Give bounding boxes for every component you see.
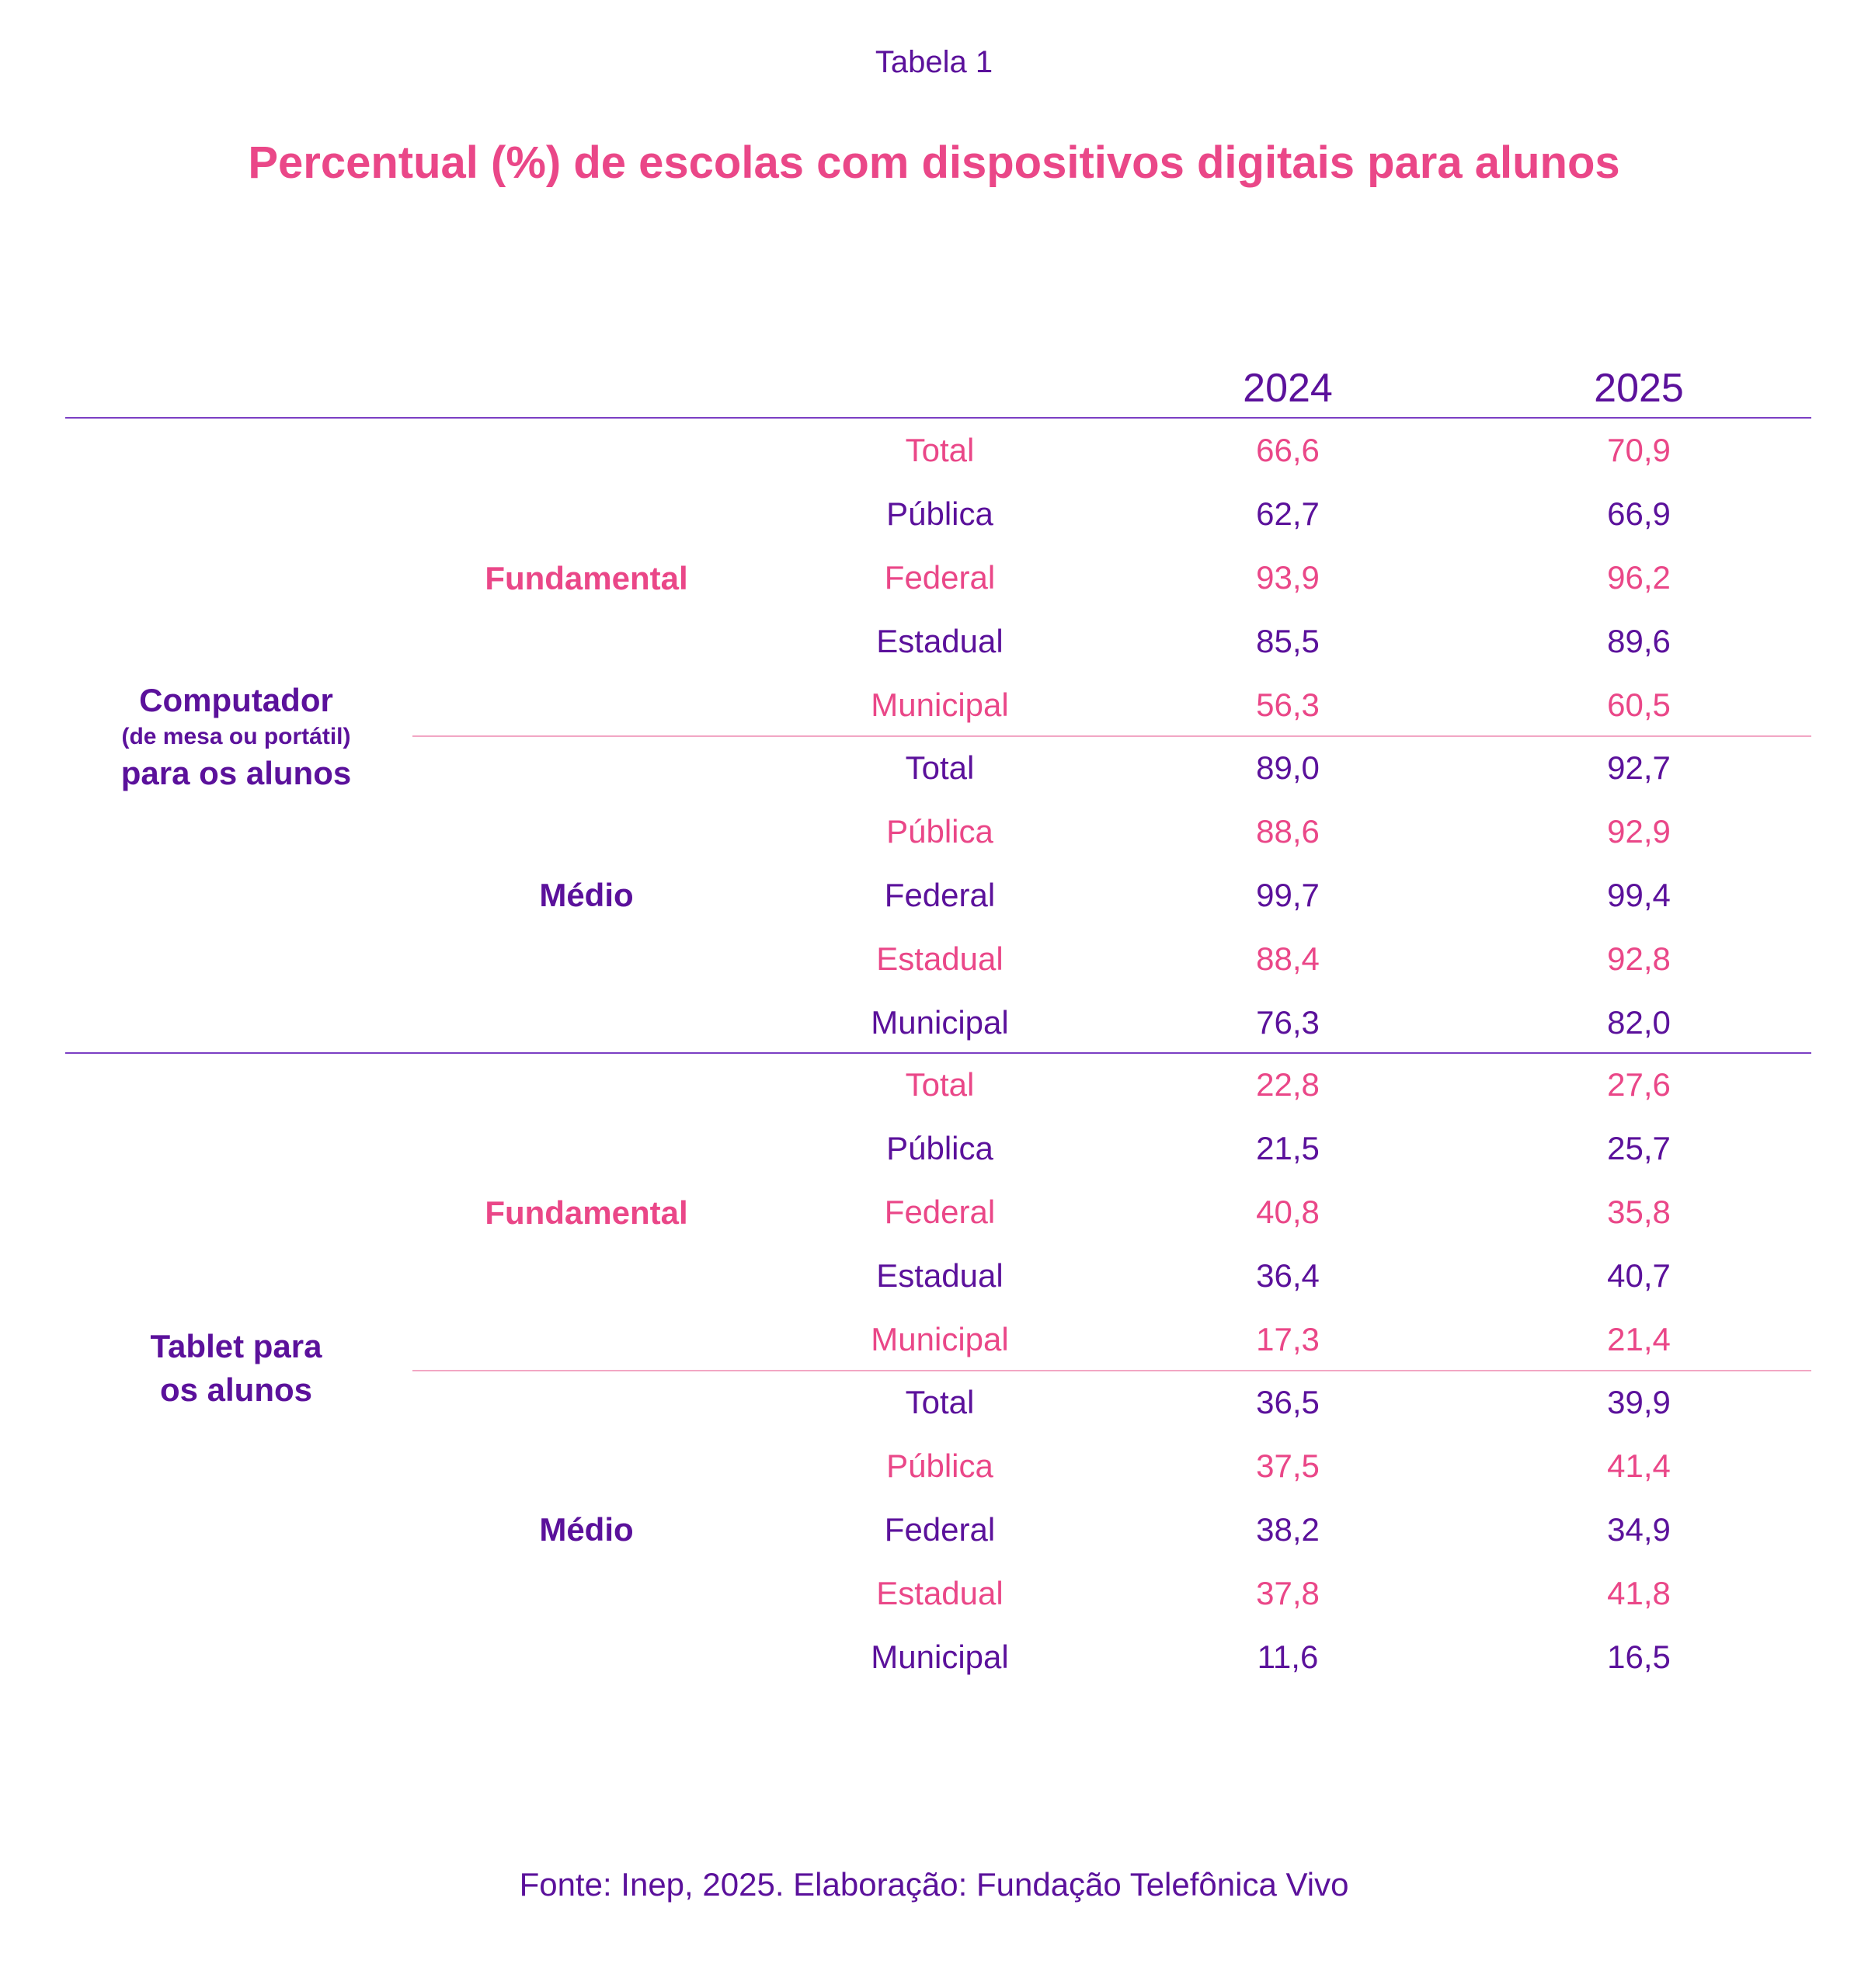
value-2025: 92,7 [1607,749,1671,786]
level-label-fundamental: Fundamental [485,1194,688,1231]
row-label: Municipal [871,1321,1009,1357]
value-2025: 41,4 [1607,1448,1671,1484]
table-label: Tabela 1 [875,45,993,79]
section-label-line2: os alunos [159,1371,313,1408]
value-2024: 93,9 [1256,559,1320,596]
value-2024: 22,8 [1256,1066,1320,1103]
value-2025: 99,4 [1607,877,1671,913]
level-label-medio: Médio [539,877,634,913]
row-label: Federal [884,1511,996,1548]
value-2024: 99,7 [1256,877,1320,913]
value-2025: 70,9 [1607,432,1671,468]
column-header-2025: 2025 [1594,366,1684,411]
value-2025: 27,6 [1607,1066,1671,1103]
group-divider [412,735,1811,737]
value-2025: 34,9 [1607,1511,1671,1548]
value-2025: 25,7 [1607,1130,1671,1166]
value-2025: 96,2 [1607,559,1671,596]
value-2025: 66,9 [1607,495,1671,532]
value-2024: 36,5 [1256,1384,1320,1420]
value-2024: 11,6 [1257,1639,1319,1675]
source-note: Fonte: Inep, 2025. Elaboração: Fundação … [519,1866,1349,1903]
value-2025: 82,0 [1607,1004,1671,1041]
value-2024: 40,8 [1256,1194,1320,1230]
row-label: Total [905,749,975,786]
value-2025: 40,7 [1607,1257,1671,1294]
row-label: Estadual [876,623,1004,659]
value-2024: 37,5 [1256,1448,1320,1484]
section-label-line1: Computador [139,682,333,718]
value-2024: 17,3 [1256,1321,1320,1357]
row-label: Total [905,1066,975,1103]
value-2025: 35,8 [1607,1194,1671,1230]
row-label: Total [905,432,975,468]
value-2025: 92,8 [1607,940,1671,977]
value-2024: 88,6 [1256,813,1320,850]
value-2024: 88,4 [1256,940,1320,977]
value-2024: 37,8 [1256,1575,1320,1611]
value-2025: 60,5 [1607,686,1671,723]
level-label-fundamental: Fundamental [485,560,688,596]
row-label: Federal [884,877,996,913]
page-title: Percentual (%) de escolas com dispositiv… [248,137,1620,188]
value-2024: 66,6 [1256,432,1320,468]
row-label: Pública [886,1130,993,1166]
section-label-line2: para os alunos [120,755,352,791]
value-2024: 62,7 [1256,495,1320,532]
value-2025: 92,9 [1607,813,1671,850]
value-2024: 36,4 [1256,1257,1320,1294]
row-label: Municipal [871,686,1009,723]
header-divider [65,417,1811,419]
section-label-small: (de mesa ou portátil) [121,724,351,749]
row-label: Pública [886,1448,993,1484]
value-2025: 89,6 [1607,623,1671,659]
row-label: Estadual [876,1575,1004,1611]
row-label: Pública [886,495,993,532]
row-label: Federal [884,559,996,596]
value-2025: 39,9 [1607,1384,1671,1420]
row-label: Federal [884,1194,996,1230]
row-label: Municipal [871,1004,1009,1041]
value-2024: 21,5 [1256,1130,1320,1166]
row-label: Estadual [876,1257,1004,1294]
row-label: Pública [886,813,993,850]
row-label: Total [905,1384,975,1420]
value-2024: 89,0 [1256,749,1320,786]
group-divider [412,1370,1811,1371]
section-divider [65,1052,1811,1054]
section-label-computador: Computador (de mesa ou portátil) para os… [65,679,407,795]
section-label-tablet: Tablet para os alunos [65,1325,407,1412]
value-2024: 38,2 [1256,1511,1320,1548]
value-2025: 41,8 [1607,1575,1671,1611]
row-label: Municipal [871,1639,1009,1675]
value-2024: 76,3 [1256,1004,1320,1041]
value-2025: 21,4 [1607,1321,1671,1357]
value-2024: 85,5 [1256,623,1320,659]
level-label-medio: Médio [539,1511,634,1548]
section-label-line1: Tablet para [150,1328,322,1364]
value-2025: 16,5 [1607,1639,1671,1675]
value-2024: 56,3 [1256,686,1320,723]
column-header-2024: 2024 [1243,366,1333,411]
row-label: Estadual [876,940,1004,977]
